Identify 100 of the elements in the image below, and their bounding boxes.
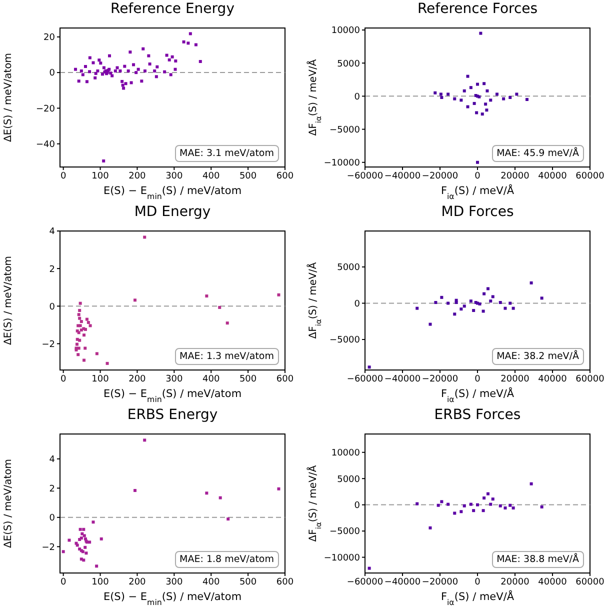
x-tick-label: 60000 (576, 577, 605, 588)
point (440, 296, 444, 299)
x-tick-label: 20000 (500, 577, 530, 588)
x-tick-label: 100 (92, 171, 110, 182)
point (84, 546, 87, 549)
point (188, 32, 192, 36)
point (368, 366, 371, 369)
point (88, 70, 92, 74)
point (80, 69, 83, 72)
x-tick-label: 60000 (576, 374, 605, 384)
point (82, 534, 86, 538)
x-tick-label: 20000 (500, 374, 530, 384)
point (484, 102, 488, 106)
point (277, 293, 280, 296)
point (134, 71, 138, 74)
point (460, 308, 463, 311)
point (218, 306, 222, 309)
point (498, 300, 502, 304)
point (143, 69, 146, 72)
point (84, 552, 88, 555)
x-tick-label: −40000 (384, 577, 421, 588)
point (84, 64, 87, 68)
point (277, 487, 280, 490)
x-tick-label: 100 (92, 374, 110, 384)
x-tick-label: 40000 (538, 374, 568, 384)
x-tick-label: −60000 (346, 577, 384, 588)
y-tick-label: −20 (36, 104, 56, 114)
point (482, 82, 486, 86)
point (496, 92, 498, 96)
point (504, 506, 507, 510)
point (530, 281, 533, 284)
y-tick-label: 20 (44, 33, 56, 44)
annotation: MAE: 1.3 meV/atom (174, 348, 279, 365)
point (502, 97, 506, 100)
point (194, 43, 198, 46)
point (469, 86, 472, 90)
x-tick-label: 200 (128, 374, 146, 384)
point (77, 80, 80, 83)
y-tick-label: −2 (42, 340, 55, 350)
y-tick-label: 0 (354, 299, 360, 310)
point (485, 108, 488, 112)
x-axis-title: E(S) − E$_{min}$(S) / meV/atom (103, 591, 242, 606)
x-tick-label: −40000 (384, 171, 421, 182)
point (62, 550, 65, 554)
point (491, 295, 494, 298)
point (453, 512, 456, 515)
chart-title: ERBS Energy (126, 406, 219, 424)
point (472, 102, 476, 105)
point (121, 84, 124, 87)
annotation: MAE: 38.8 meV/Å (492, 551, 584, 568)
point (205, 492, 208, 495)
y-tick-label: 5000 (337, 263, 360, 274)
point (439, 92, 442, 96)
point (174, 68, 177, 71)
point (486, 492, 490, 496)
point (515, 92, 518, 96)
x-tick-label: 600 (276, 171, 294, 182)
point (82, 528, 86, 531)
point (434, 300, 438, 304)
point (482, 509, 485, 512)
annotation: MAE: 3.1 meV/atom (174, 145, 279, 162)
point (75, 342, 78, 346)
point (78, 308, 82, 312)
point (482, 292, 486, 296)
y-axis-title: ΔE(S) / meV/atom (3, 458, 14, 548)
point (85, 318, 88, 321)
y-tick-label: 4 (49, 455, 56, 466)
y-tick-label: −10000 (324, 553, 360, 564)
point (122, 86, 126, 90)
y-tick-label: 0 (49, 514, 56, 524)
point (489, 502, 492, 506)
point (77, 313, 80, 316)
y-tick-label: −5000 (330, 125, 360, 136)
point (472, 509, 476, 512)
x-tick-label: 40000 (538, 577, 568, 588)
point (486, 287, 490, 290)
point (78, 316, 82, 320)
y-tick-label: 10000 (331, 448, 360, 459)
x-tick-label: 60000 (576, 171, 605, 182)
point (168, 58, 171, 62)
y-tick-label: 2 (49, 484, 55, 494)
point (182, 40, 186, 44)
point (453, 312, 456, 316)
chart-title: MD Forces (440, 203, 515, 221)
point (78, 528, 82, 531)
point (526, 98, 528, 101)
x-tick-label: 0 (474, 171, 481, 182)
point (462, 504, 466, 508)
point (416, 306, 419, 310)
x-tick-label: 0 (474, 374, 481, 384)
point (480, 112, 484, 116)
point (436, 504, 440, 507)
point (169, 73, 172, 76)
point (123, 64, 126, 68)
x-tick-label: 500 (239, 171, 257, 182)
point (99, 62, 102, 65)
point (85, 80, 88, 84)
point (163, 70, 166, 74)
point (94, 76, 97, 80)
x-tick-label: −40000 (384, 374, 421, 384)
